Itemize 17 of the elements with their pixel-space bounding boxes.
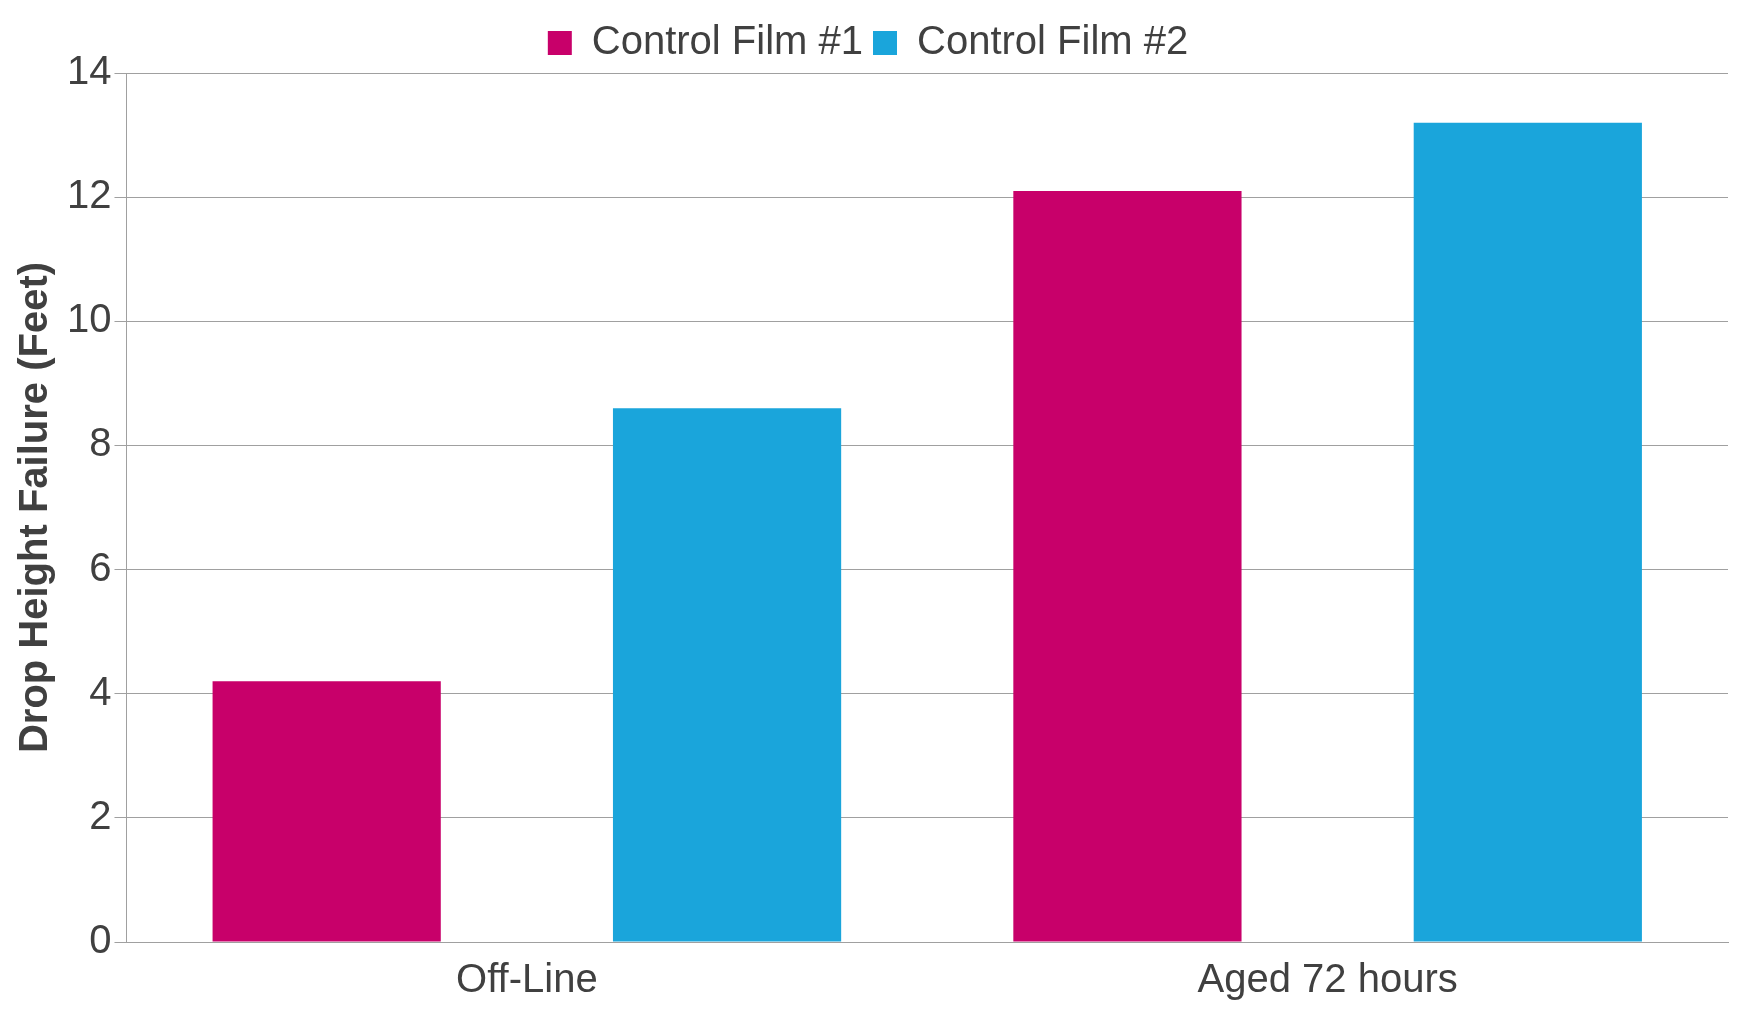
y-tick-label: 0 xyxy=(89,917,112,962)
legend-label: Control Film #2 xyxy=(917,18,1189,63)
y-tick-label: 8 xyxy=(89,420,112,465)
y-tick-label: 12 xyxy=(66,172,112,217)
legend-label: Control Film #1 xyxy=(591,18,864,63)
y-tick-label: 10 xyxy=(66,296,112,341)
bar xyxy=(612,408,842,942)
x-tick-label: Aged 72 hours xyxy=(1197,956,1458,1001)
y-tick-label: 14 xyxy=(66,48,112,93)
y-tick-label: 6 xyxy=(89,544,112,589)
bar xyxy=(1013,190,1242,942)
x-tick-label: Off-Line xyxy=(456,956,598,1001)
y-tick-label: 4 xyxy=(89,668,112,713)
y-tick-label: 2 xyxy=(89,792,112,837)
bar xyxy=(212,681,441,942)
y-axis-title: Drop Height Failure (Feet) xyxy=(11,261,56,754)
bar xyxy=(1413,122,1642,942)
